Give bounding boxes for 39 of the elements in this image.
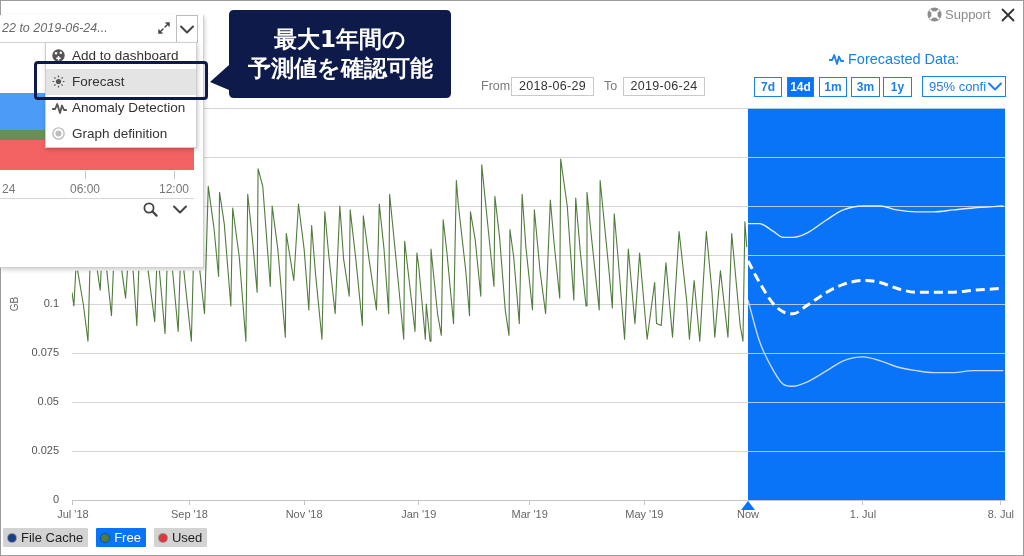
legend-label: Free bbox=[114, 529, 141, 547]
annotation: Anomaly Detection bbox=[72, 99, 186, 117]
date-field: 2019-06-24 bbox=[623, 77, 705, 96]
legend-label: File Cache bbox=[21, 529, 84, 547]
y-tick-label: 0.075 bbox=[31, 346, 59, 359]
legend-label: Used bbox=[171, 529, 203, 547]
x-tick-label: Sep '18 bbox=[170, 507, 208, 520]
x-tick-label: Nov '18 bbox=[285, 507, 323, 520]
x-tick-label: Now bbox=[736, 507, 760, 520]
text: To bbox=[604, 78, 618, 95]
x-tick-label: May '19 bbox=[625, 507, 664, 520]
y-tick-label: 0.1 bbox=[43, 297, 59, 310]
range-button: 1y bbox=[883, 77, 912, 97]
x-tick-label: 1. Jul bbox=[849, 507, 877, 520]
text: 24 bbox=[2, 181, 16, 197]
range-button: 14d bbox=[787, 77, 814, 97]
date-field: 2018-06-29 bbox=[511, 77, 594, 96]
text: 22 to 2019-06-24... bbox=[2, 20, 108, 36]
x-tick-label: Mar '19 bbox=[511, 507, 548, 520]
annotation: 12:00 bbox=[158, 181, 190, 197]
range-button: 7d bbox=[754, 77, 782, 97]
text: Support bbox=[945, 6, 991, 23]
chart-title: Forecasted Data: bbox=[848, 50, 960, 68]
annotation: 06:00 bbox=[69, 181, 101, 197]
y-tick-label: 0.025 bbox=[31, 444, 59, 457]
y-axis-title: GB bbox=[8, 296, 20, 312]
x-tick-label: 8. Jul bbox=[987, 507, 1015, 520]
text: 予測値を確認可能 bbox=[247, 54, 433, 83]
y-tick-label: 0.05 bbox=[37, 395, 59, 408]
x-tick-label: Jan '19 bbox=[401, 507, 437, 520]
range-button: 3m bbox=[851, 77, 880, 97]
dropdown-menu: Add to dashboard Forecast Anomaly Detection Graph definition bbox=[45, 42, 197, 148]
range-button: 1m bbox=[819, 77, 847, 97]
y-tick-label: 0 bbox=[52, 493, 59, 506]
annotation: Graph definition bbox=[72, 125, 168, 143]
select-field: 95% confi bbox=[922, 76, 1006, 97]
text: 最大1年間の bbox=[273, 25, 406, 54]
text: From bbox=[481, 78, 511, 95]
x-tick-label: Jul '18 bbox=[57, 507, 89, 520]
